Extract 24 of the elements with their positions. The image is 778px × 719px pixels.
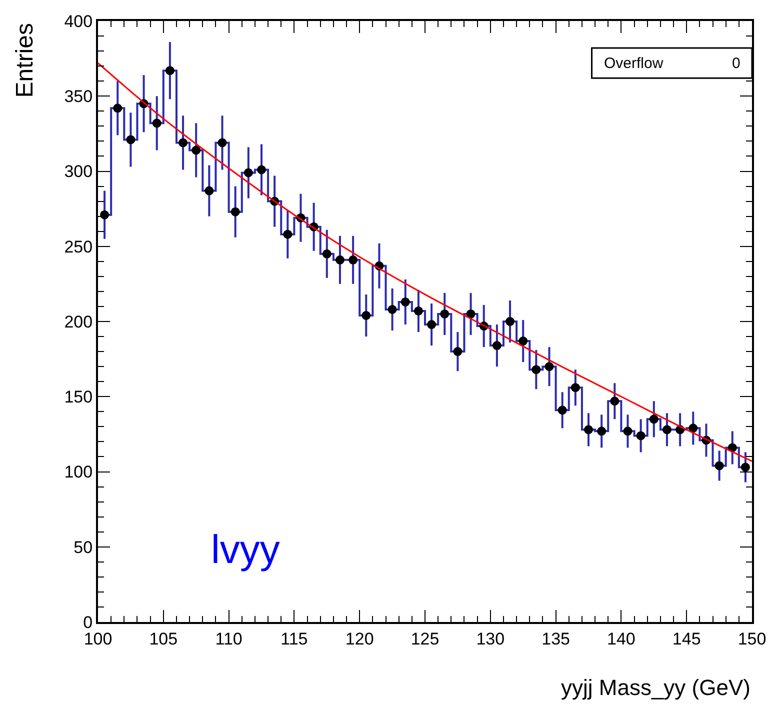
x-axis-title: yyjj Mass_yy (GeV) [561, 675, 750, 700]
y-tick-label: 250 [64, 237, 93, 256]
x-tick-label: 130 [476, 629, 505, 648]
x-tick-label: 150 [738, 629, 766, 648]
y-axis-title: Entries [12, 23, 39, 98]
annotation: Overflow [604, 55, 664, 72]
x-tick-label: 140 [607, 629, 636, 648]
x-tick-label: 120 [345, 629, 374, 648]
annotation: 0 [732, 55, 740, 72]
y-tick-label: 100 [64, 462, 93, 482]
annotation: lvyy [211, 528, 280, 572]
y-tick-label: 300 [64, 162, 93, 182]
x-tick-label: 110 [215, 629, 242, 648]
y-tick-label: 200 [64, 312, 93, 332]
y-tick-label: 400 [64, 12, 93, 31]
y-tick-label: 150 [64, 388, 93, 407]
x-tick-label: 125 [410, 629, 440, 648]
y-tick-label: 350 [64, 87, 93, 106]
y-tick-label: 0 [83, 612, 93, 632]
x-tick-label: 135 [542, 629, 570, 648]
x-tick-label: 145 [672, 629, 701, 648]
x-tick-label: 105 [149, 629, 178, 648]
x-tick-label: 115 [280, 629, 308, 648]
y-tick-label: 50 [74, 538, 93, 557]
